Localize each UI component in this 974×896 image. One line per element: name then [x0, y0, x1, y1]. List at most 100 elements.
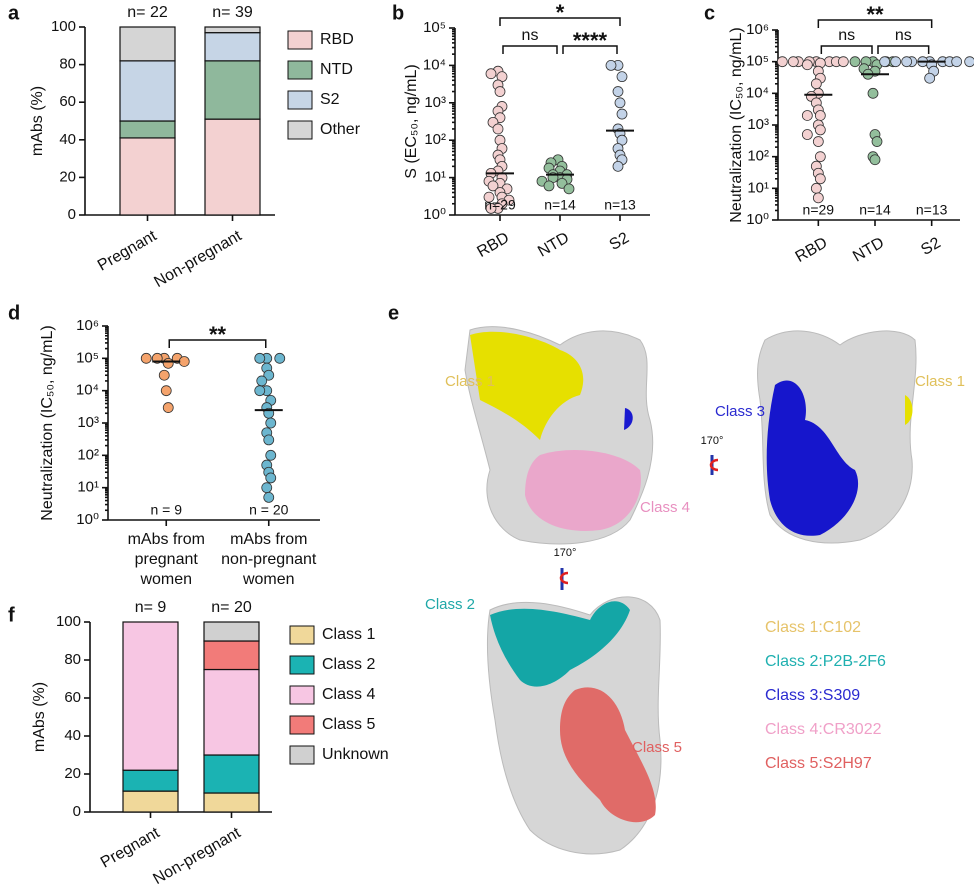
- panel-label: a: [8, 2, 20, 24]
- legend-label: Other: [320, 121, 361, 138]
- y-tick-label: 10⁵: [746, 53, 769, 70]
- y-tick-label: 100: [56, 613, 81, 630]
- legend-swatch: [289, 715, 315, 735]
- x-tick-label: NTD: [850, 234, 887, 265]
- y-axis-label: mAbs (%): [31, 682, 48, 752]
- legend-label: Class 1: [322, 626, 375, 643]
- y-tick-label: 10¹: [747, 179, 769, 196]
- legend-label: Class 5: [322, 716, 375, 733]
- significance-bracket: [502, 45, 558, 54]
- panel-label: c: [704, 2, 715, 24]
- data-point: [485, 68, 497, 80]
- legend-swatch: [289, 685, 315, 705]
- legend-label: Unknown: [322, 746, 389, 763]
- y-tick-label: 10⁴: [746, 84, 769, 101]
- structure-top-left: [464, 326, 654, 545]
- bar-segment: [119, 60, 176, 122]
- significance-label: ns: [895, 27, 912, 44]
- x-tick-label: Non-pregnant: [151, 227, 245, 291]
- x-tick-label: mAbs from non-pregnant women: [221, 531, 317, 588]
- data-point: [814, 173, 826, 185]
- significance-label: **: [866, 2, 884, 27]
- panel-label: e: [388, 302, 399, 324]
- n-label: n = 20: [249, 502, 289, 518]
- y-tick-label: 10³: [424, 94, 446, 111]
- x-tick-label: RBD: [793, 234, 831, 266]
- panel-labels: a b c d e f: [8, 2, 715, 626]
- data-point: [810, 182, 822, 194]
- data-point: [871, 136, 883, 147]
- significance-label: ns: [522, 27, 539, 44]
- rotation-arrow: [709, 458, 719, 472]
- significance-bracket: [820, 45, 873, 54]
- data-point: [261, 482, 273, 494]
- x-tick-label: mAbs from pregnant women: [128, 531, 205, 588]
- epitope-class-2: [490, 601, 630, 687]
- bar-segment: [203, 792, 260, 813]
- data-point: [263, 491, 275, 503]
- data-point: [254, 352, 266, 364]
- data-point: [543, 180, 555, 192]
- bar-segment: [122, 769, 179, 792]
- legend-label: Class 2: [322, 656, 375, 673]
- x-tick-label: NTD: [535, 229, 572, 260]
- bar-segment: [203, 754, 260, 794]
- data-point: [951, 56, 963, 68]
- data-point: [263, 369, 275, 381]
- data-point: [492, 123, 504, 135]
- y-axis-label: S (EC₅₀, ng/mL): [403, 64, 420, 178]
- significance-bracket: [562, 45, 618, 54]
- data-point: [265, 472, 277, 484]
- data-point: [254, 385, 266, 397]
- data-point: [814, 151, 826, 163]
- bar-segment: [122, 621, 179, 771]
- bar-segment: [119, 120, 176, 139]
- y-tick-label: 10³: [77, 414, 99, 431]
- n-label: n=14: [859, 202, 891, 218]
- bar-segment: [204, 118, 261, 216]
- y-axis-label: Neutralization (IC₅₀, ng/mL): [39, 325, 56, 520]
- data-point: [814, 110, 826, 121]
- bar-segment: [203, 621, 260, 642]
- epitope-class-5: [560, 687, 656, 823]
- y-tick-label: 10⁴: [76, 382, 99, 399]
- class-label: Class 2: [425, 596, 475, 613]
- data-point: [140, 352, 152, 364]
- data-point: [787, 56, 799, 68]
- rotation-label: 170°: [554, 547, 577, 559]
- epitope-class-4: [525, 450, 641, 531]
- rotation-icons: 170° 170°: [554, 435, 723, 590]
- n-label: n = 9: [150, 502, 182, 518]
- data-point: [812, 136, 824, 147]
- y-tick-label: 60: [64, 689, 81, 706]
- data-point: [801, 129, 813, 140]
- legend-swatch: [289, 625, 315, 645]
- x-tick-label: S2: [918, 234, 944, 259]
- data-point: [867, 87, 879, 99]
- data-point: [485, 203, 497, 214]
- data-point: [964, 56, 974, 68]
- significance-bracket: [877, 45, 930, 54]
- y-tick-label: 10⁰: [746, 211, 769, 228]
- class-label: Class 3: [715, 403, 765, 420]
- data-point: [849, 56, 861, 68]
- x-tick-label: Non-pregnant: [150, 824, 244, 888]
- data-point: [487, 180, 499, 192]
- legend-swatch: [287, 120, 313, 140]
- y-tick-label: 10²: [424, 131, 446, 148]
- data-point: [616, 108, 628, 120]
- significance-label: *: [556, 0, 565, 25]
- y-tick-label: 10²: [77, 446, 99, 463]
- significance-label: ns: [838, 27, 855, 44]
- y-tick-label: 10⁶: [76, 317, 99, 334]
- data-point: [879, 56, 891, 68]
- y-tick-label: 10³: [747, 116, 769, 133]
- significance-label: **: [209, 322, 227, 347]
- y-tick-label: 80: [59, 56, 76, 73]
- bar-segment: [203, 640, 260, 671]
- data-point: [614, 97, 626, 109]
- data-point: [263, 434, 275, 446]
- x-tick-label: S2: [607, 229, 633, 254]
